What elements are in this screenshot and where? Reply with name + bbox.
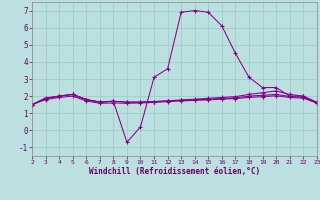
X-axis label: Windchill (Refroidissement éolien,°C): Windchill (Refroidissement éolien,°C)	[89, 167, 260, 176]
